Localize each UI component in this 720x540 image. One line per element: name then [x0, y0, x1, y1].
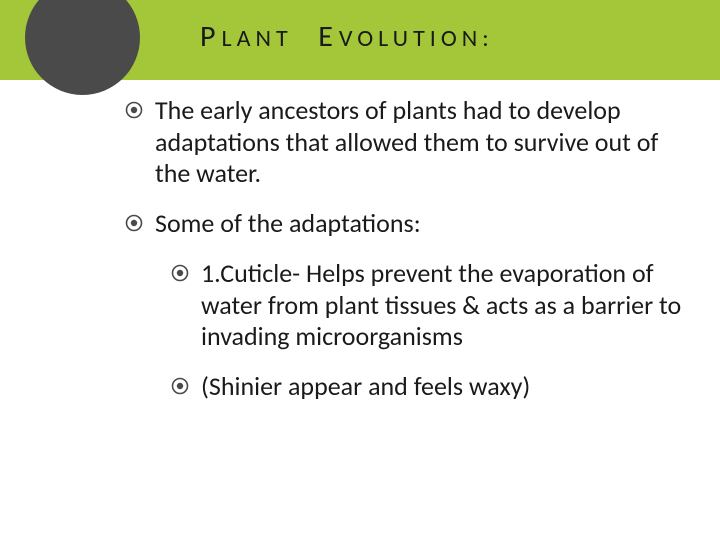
sub-list-item: 1.Cuticle- Helps prevent the evaporation… [171, 258, 685, 353]
title-word2-rest: VOLUTION: [339, 24, 494, 53]
sub-list-item: (Shinier appear and feels waxy) [171, 371, 685, 403]
sub-list: 1.Cuticle- Helps prevent the evaporation… [171, 258, 685, 403]
title-word1-rest: LANT [222, 24, 293, 53]
list-item: The early ancestors of plants had to dev… [125, 95, 685, 190]
content-area: The early ancestors of plants had to dev… [125, 95, 685, 421]
list-item: Some of the adaptations: [125, 208, 685, 240]
sub-list-item-text: 1.Cuticle- Helps prevent the evaporation… [201, 258, 685, 353]
bullet-target-icon [125, 214, 143, 232]
title-word1-cap: P [200, 18, 222, 55]
bullet-target-icon [171, 264, 189, 282]
list-item-text: Some of the adaptations: [155, 208, 421, 240]
list-item-text: The early ancestors of plants had to dev… [155, 95, 685, 190]
bullet-target-icon [125, 101, 143, 119]
sub-list-item-text: (Shinier appear and feels waxy) [201, 371, 530, 403]
title-word2-cap: E [318, 18, 339, 55]
slide-title: PLANT EVOLUTION: [200, 18, 494, 55]
bullet-target-icon [171, 377, 189, 395]
decorative-circle [25, 0, 140, 95]
